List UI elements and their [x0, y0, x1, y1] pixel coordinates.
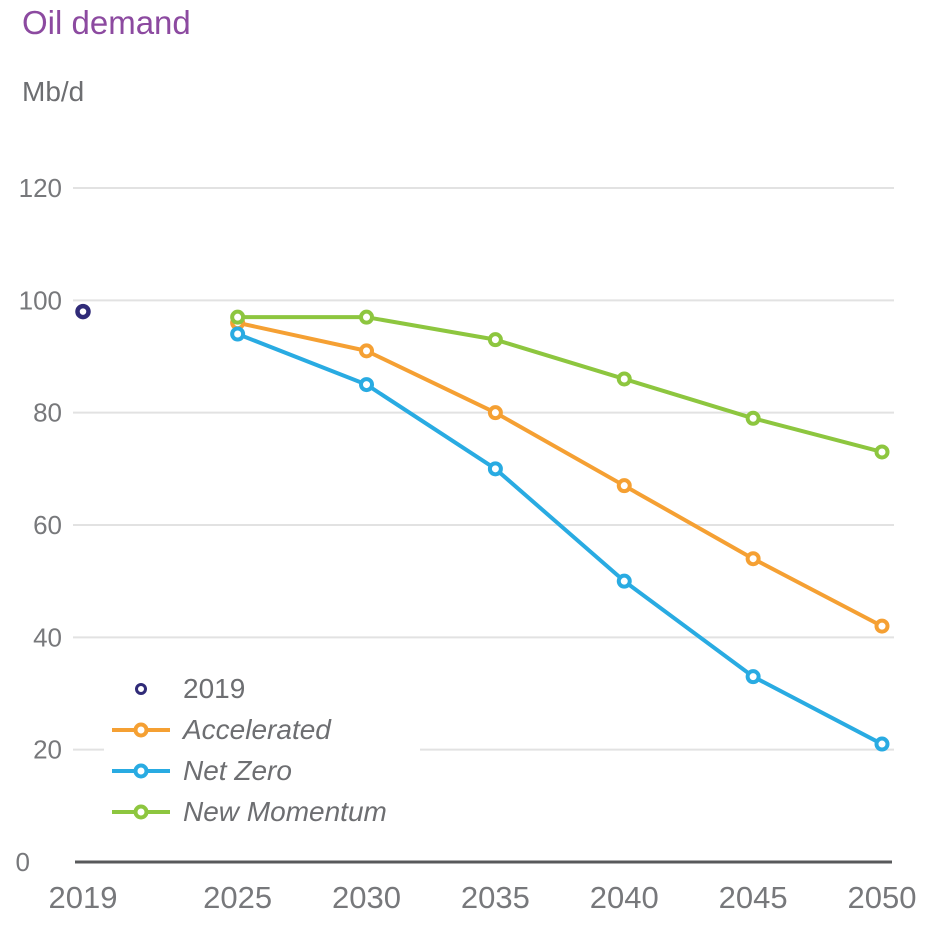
- point-2019-marker: [75, 303, 91, 320]
- legend-item-new-momentum: New Momentum: [104, 791, 420, 832]
- y-tick-label-40: 40: [33, 622, 62, 652]
- point-marker-icon: [135, 682, 147, 695]
- x-tick-label-2035: 2035: [461, 880, 530, 915]
- x-tick-label-2045: 2045: [719, 880, 788, 915]
- y-tick-label-100: 100: [19, 285, 62, 315]
- legend-item-2019: 2019: [104, 668, 420, 709]
- y-axis-unit-label: Mb/d: [22, 76, 85, 107]
- marker-net-zero-2030: [359, 377, 375, 393]
- marker-accelerated-2040: [616, 478, 632, 494]
- marker-net-zero-2045: [745, 669, 761, 685]
- x-tick-label-2030: 2030: [332, 880, 401, 915]
- line-marker-icon: [112, 804, 170, 819]
- marker-new-momentum-2040: [616, 371, 632, 387]
- marker-new-momentum-2045: [745, 410, 761, 426]
- chart-legend: 2019 Accelerated Net Zero New Momentum: [104, 668, 420, 832]
- legend-label-2019: 2019: [183, 672, 246, 704]
- legend-label-net-zero: Net Zero: [183, 754, 292, 786]
- marker-accelerated-2050: [874, 618, 890, 634]
- marker-new-momentum-2050: [874, 444, 890, 460]
- y-tick-label-80: 80: [33, 398, 62, 428]
- series-line-new-momentum: [235, 315, 884, 454]
- marker-net-zero-2040: [616, 573, 632, 589]
- series-line-net-zero: [235, 332, 884, 747]
- line-marker-icon: [112, 722, 170, 737]
- marker-net-zero-2050: [874, 736, 890, 752]
- legend-label-new-momentum: New Momentum: [183, 795, 387, 827]
- x-tick-label-2050: 2050: [848, 880, 917, 915]
- marker-net-zero-2025: [230, 326, 246, 342]
- legend-item-net-zero: Net Zero: [104, 750, 420, 791]
- page-title: Oil demand: [22, 4, 191, 41]
- x-tick-label-2040: 2040: [590, 880, 659, 915]
- marker-new-momentum-2030: [359, 309, 375, 325]
- y-tick-label-20: 20: [33, 735, 62, 765]
- line-marker-icon: [112, 763, 170, 778]
- marker-net-zero-2035: [487, 461, 503, 477]
- legend-item-accelerated: Accelerated: [104, 709, 420, 750]
- legend-label-accelerated: Accelerated: [183, 713, 331, 745]
- y-tick-label-60: 60: [33, 510, 62, 540]
- x-tick-label-2025: 2025: [203, 880, 272, 915]
- x-tick-label-2019: 2019: [49, 880, 118, 915]
- series-line-accelerated: [235, 320, 884, 629]
- y-tick-label-120: 120: [19, 173, 62, 203]
- marker-accelerated-2030: [359, 343, 375, 359]
- marker-accelerated-2045: [745, 551, 761, 567]
- marker-accelerated-2035: [487, 405, 503, 421]
- y-tick-label-0: 0: [16, 847, 30, 877]
- marker-new-momentum-2035: [487, 332, 503, 348]
- marker-new-momentum-2025: [230, 309, 246, 325]
